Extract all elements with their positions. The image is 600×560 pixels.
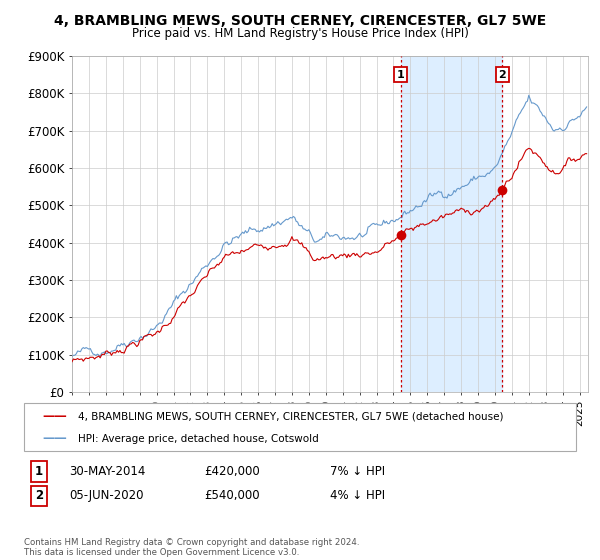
Text: 1: 1 [35, 465, 43, 478]
Text: ——: —— [42, 410, 67, 423]
Text: Contains HM Land Registry data © Crown copyright and database right 2024.
This d: Contains HM Land Registry data © Crown c… [24, 538, 359, 557]
Text: £540,000: £540,000 [204, 489, 260, 502]
Text: 2: 2 [35, 489, 43, 502]
Text: 05-JUN-2020: 05-JUN-2020 [69, 489, 143, 502]
Text: ——: —— [42, 432, 67, 445]
Bar [401, 56, 502, 392]
Text: Price paid vs. HM Land Registry's House Price Index (HPI): Price paid vs. HM Land Registry's House … [131, 27, 469, 40]
Text: HPI: Average price, detached house, Cotswold: HPI: Average price, detached house, Cots… [78, 434, 319, 444]
Text: 7% ↓ HPI: 7% ↓ HPI [330, 465, 385, 478]
Text: 2: 2 [499, 69, 506, 80]
Text: 4% ↓ HPI: 4% ↓ HPI [330, 489, 385, 502]
Text: 4, BRAMBLING MEWS, SOUTH CERNEY, CIRENCESTER, GL7 5WE (detached house): 4, BRAMBLING MEWS, SOUTH CERNEY, CIRENCE… [78, 412, 503, 422]
Text: 1: 1 [397, 69, 404, 80]
Text: 4, BRAMBLING MEWS, SOUTH CERNEY, CIRENCESTER, GL7 5WE: 4, BRAMBLING MEWS, SOUTH CERNEY, CIRENCE… [54, 14, 546, 28]
Text: £420,000: £420,000 [204, 465, 260, 478]
Text: 30-MAY-2014: 30-MAY-2014 [69, 465, 145, 478]
